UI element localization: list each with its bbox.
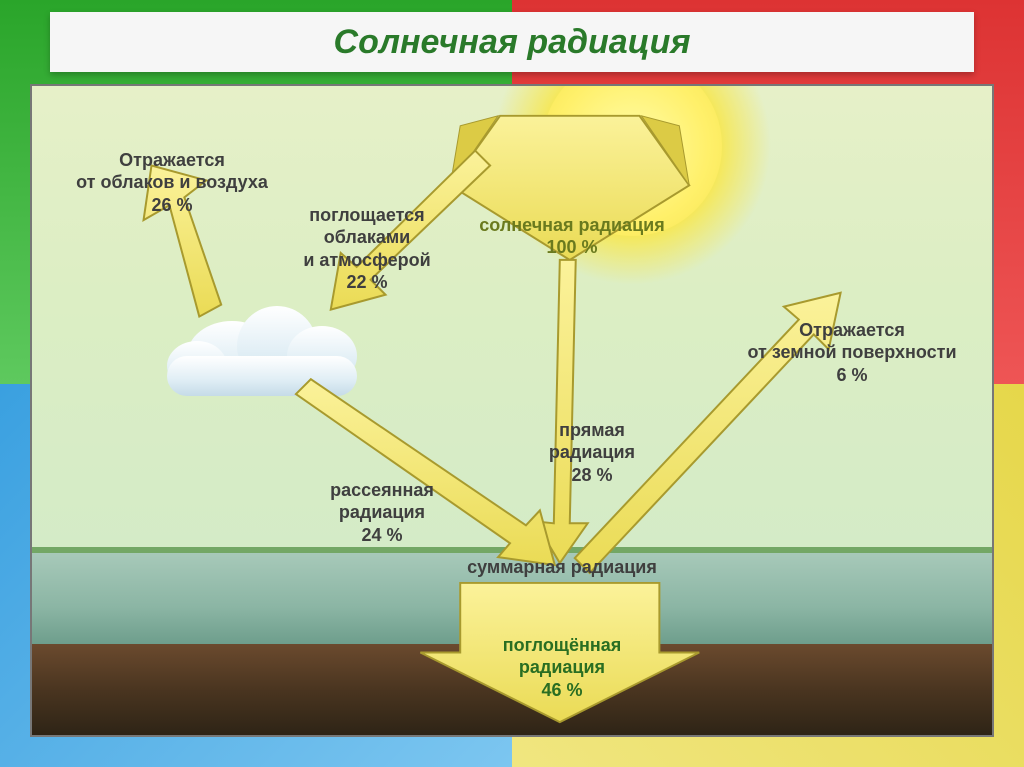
text: рассеянная радиация [330,480,434,523]
percent: 24 % [307,524,457,547]
percent: 22 % [287,271,447,294]
diagram-frame: Отражается от облаков и воздуха 26 % пог… [30,84,994,737]
label-direct: прямая радиация 28 % [522,396,662,509]
label-absorbed-ground: поглощённая радиация 46 % [462,611,662,724]
text: Отражается от земной поверхности [747,320,956,363]
label-reflected-surface: Отражается от земной поверхности 6 % [732,296,972,409]
text: поглощается облаками и атмосферой [303,205,430,270]
label-scattered: рассеянная радиация 24 % [307,456,457,569]
text: поглощённая радиация [503,635,622,678]
label-total: суммарная радиация [452,533,672,578]
label-absorbed-atmo: поглощается облаками и атмосферой 22 % [287,181,447,316]
page-title: Солнечная радиация [334,23,691,62]
percent: 46 % [462,679,662,702]
title-bar: Солнечная радиация [50,12,974,72]
percent: 28 % [522,464,662,487]
label-solar: солнечная радиация 100 % [462,191,682,281]
percent: 26 % [52,194,292,217]
text: суммарная радиация [467,557,657,577]
text: солнечная радиация [479,215,664,235]
percent: 100 % [462,236,682,259]
percent: 6 % [732,364,972,387]
label-reflected-clouds: Отражается от облаков и воздуха 26 % [52,126,292,239]
text: Отражается от облаков и воздуха [76,150,268,193]
text: прямая радиация [549,420,635,463]
